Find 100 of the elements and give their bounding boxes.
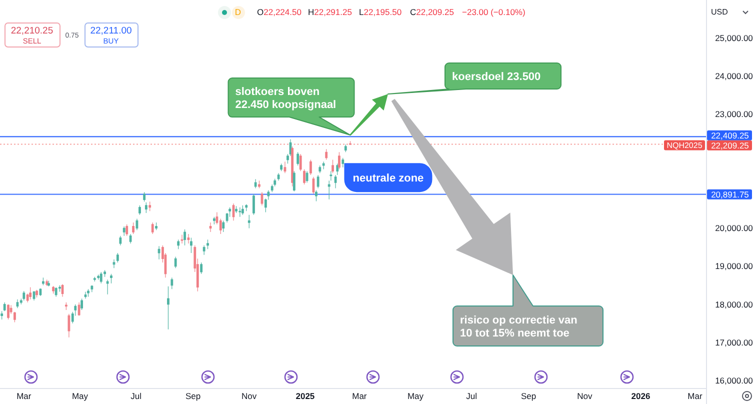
candlestick — [42, 277, 44, 286]
annotation: −23.00 (−0.10%) — [462, 7, 526, 17]
candlestick — [80, 298, 84, 310]
candlestick — [7, 304, 10, 320]
candlestick — [52, 286, 55, 294]
candlestick — [151, 222, 154, 234]
candlestick — [209, 222, 212, 232]
candlestick — [336, 163, 339, 176]
candlestick — [325, 148, 328, 160]
candlestick — [84, 291, 87, 299]
candlestick — [148, 201, 152, 212]
candlestick — [258, 180, 260, 189]
annotation: NQH2025 — [666, 140, 703, 150]
candlestick — [177, 239, 180, 250]
annotation: D — [234, 7, 242, 17]
candlestick — [155, 222, 158, 230]
candlestick — [330, 170, 332, 181]
candlestick — [349, 140, 352, 146]
candlestick — [200, 262, 203, 274]
x-tick-label: Jul — [466, 391, 478, 401]
candlestick — [0, 310, 4, 320]
candlestick — [90, 284, 94, 292]
candlestick — [241, 205, 244, 216]
candlestick — [3, 302, 6, 312]
candlestick — [187, 234, 190, 244]
candlestick — [267, 190, 270, 200]
annotation: slotkoers boven 22.450 koopsignaal — [235, 86, 336, 112]
text: USD — [711, 8, 728, 16]
candlestick — [16, 299, 19, 308]
annotation: neutrale zone — [352, 172, 424, 185]
x-tick-label: May — [407, 391, 424, 401]
candlestick — [54, 286, 58, 298]
candlestick — [322, 161, 325, 170]
candlestick — [280, 163, 282, 172]
candlestick — [36, 290, 38, 298]
x-tick-label: 2026 — [631, 391, 650, 401]
candlestick — [248, 214, 250, 229]
candlestick — [132, 222, 134, 234]
annotation: koersdoel 23.500 — [452, 71, 541, 83]
candlestick — [119, 236, 122, 246]
y-tick-label: 23,000.00 — [715, 109, 754, 120]
candlestick — [212, 216, 216, 225]
candlestick — [78, 302, 80, 316]
candlestick — [48, 280, 50, 287]
candlestick — [315, 190, 318, 202]
candlestick — [143, 192, 146, 202]
candlestick — [93, 276, 96, 282]
candlestick — [122, 226, 126, 236]
candlestick — [344, 144, 347, 152]
x-tick-label: Nov — [242, 391, 258, 401]
y-tick-label: 25,000.00 — [715, 33, 754, 44]
y-tick-label: 24,000.00 — [715, 71, 754, 82]
candlestick — [222, 220, 225, 232]
y-tick-label: 19,000.00 — [715, 261, 754, 272]
candlestick — [306, 170, 308, 183]
candlestick — [138, 205, 141, 216]
candlestick — [332, 159, 334, 174]
annotation: 22,211.00 — [90, 26, 132, 36]
x-tick-label: Jul — [130, 391, 142, 401]
candlestick — [87, 288, 90, 298]
candlestick — [277, 172, 280, 181]
annotation: L22,195.50 — [359, 7, 402, 17]
candlestick — [338, 152, 340, 170]
candlestick — [170, 277, 174, 290]
candlestick — [296, 152, 300, 166]
candlestick — [184, 229, 186, 246]
candlestick — [284, 161, 286, 174]
candlestick — [328, 180, 330, 200]
candlestick — [206, 239, 209, 250]
candlestick — [126, 224, 128, 236]
x-tick-label: May — [72, 391, 89, 401]
candlestick — [110, 274, 112, 284]
candlestick — [144, 202, 148, 214]
candlestick — [190, 237, 192, 254]
candlestick — [235, 206, 238, 214]
candlestick — [334, 174, 337, 189]
candlestick — [254, 178, 257, 189]
y-tick-label: 20,000.00 — [715, 223, 754, 234]
candlestick — [238, 207, 242, 218]
candlestick — [174, 256, 177, 268]
x-tick-label: Mar — [16, 391, 32, 401]
x-tick-label: Mar — [688, 391, 702, 401]
x-tick-label: Sep — [521, 391, 536, 401]
annotation: 22,210.25 — [10, 26, 54, 36]
candlestick — [129, 234, 132, 244]
candlestick — [180, 234, 184, 244]
candlestick — [29, 286, 32, 300]
candlestick — [68, 314, 70, 338]
annotation: O22,224.50 — [257, 7, 302, 17]
candlestick — [264, 198, 267, 213]
candlestick — [312, 176, 315, 194]
candlestick — [158, 246, 160, 260]
annotation: H22,291.25 — [308, 7, 352, 17]
y-tick-label: 16,000.00 — [715, 375, 754, 386]
y-tick-label: 18,000.00 — [715, 299, 754, 310]
x-tick-label: 2025 — [296, 391, 315, 401]
candlestick — [100, 272, 102, 284]
x-tick-label: Sep — [185, 391, 201, 401]
candlestick — [316, 174, 320, 189]
candlestick — [14, 312, 16, 322]
